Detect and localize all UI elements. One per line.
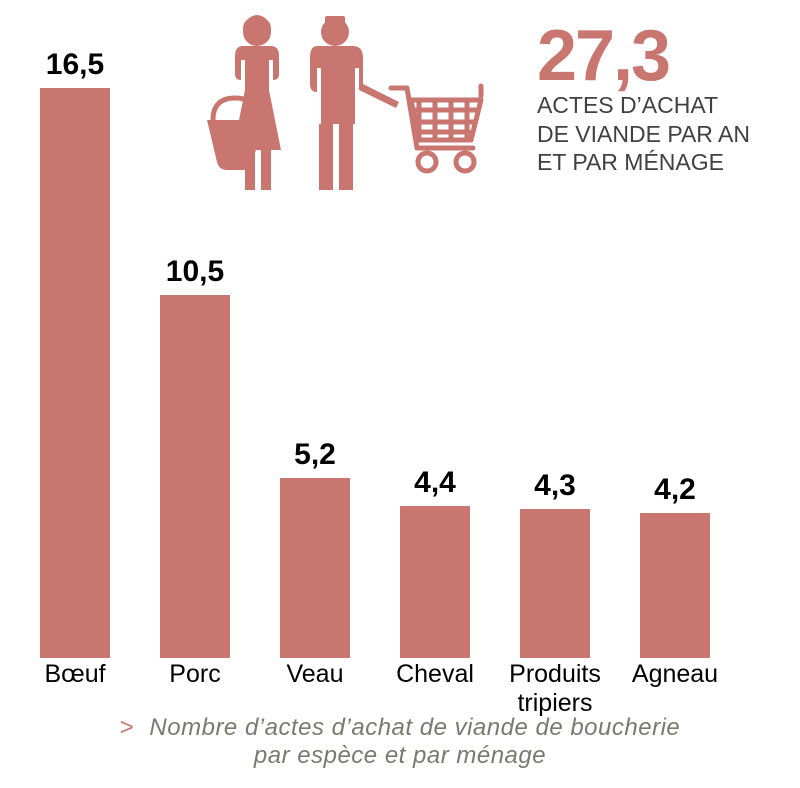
bar-value-label: 5,2 [280,438,350,472]
bar-value-label: 16,5 [40,48,110,82]
x-axis-label: Produitstripiers [495,660,615,718]
x-axis-label: Porc [135,660,255,689]
infographic-stage: 27,3 ACTES D’ACHAT DE VIANDE PAR AN ET P… [0,0,800,788]
caption-line: Nombre d’actes d’achat de viande de bouc… [149,714,680,741]
bar-chart: 16,5 10,5 5,2 4,4 4,3 4,2 [40,88,760,658]
bar-value-label: 4,2 [640,473,710,507]
caption-line: par espèce et par ménage [254,742,546,769]
bar: 10,5 [160,295,230,658]
x-axis-label: Agneau [615,660,735,689]
chart-caption: > Nombre d’actes d’achat de viande de bo… [0,714,800,770]
bar-value-label: 4,3 [520,469,590,503]
headline-value: 27,3 [537,24,750,89]
x-axis-label: Cheval [375,660,495,689]
caption-caret-icon: > [120,714,135,741]
x-axis-label: Veau [255,660,375,689]
x-axis-label: Bœuf [15,660,135,689]
bar: 4,3 [520,509,590,658]
bar: 16,5 [40,88,110,658]
bar: 4,4 [400,506,470,658]
bar-value-label: 10,5 [160,255,230,289]
bar-value-label: 4,4 [400,466,470,500]
bar: 4,2 [640,513,710,658]
bar: 5,2 [280,478,350,658]
